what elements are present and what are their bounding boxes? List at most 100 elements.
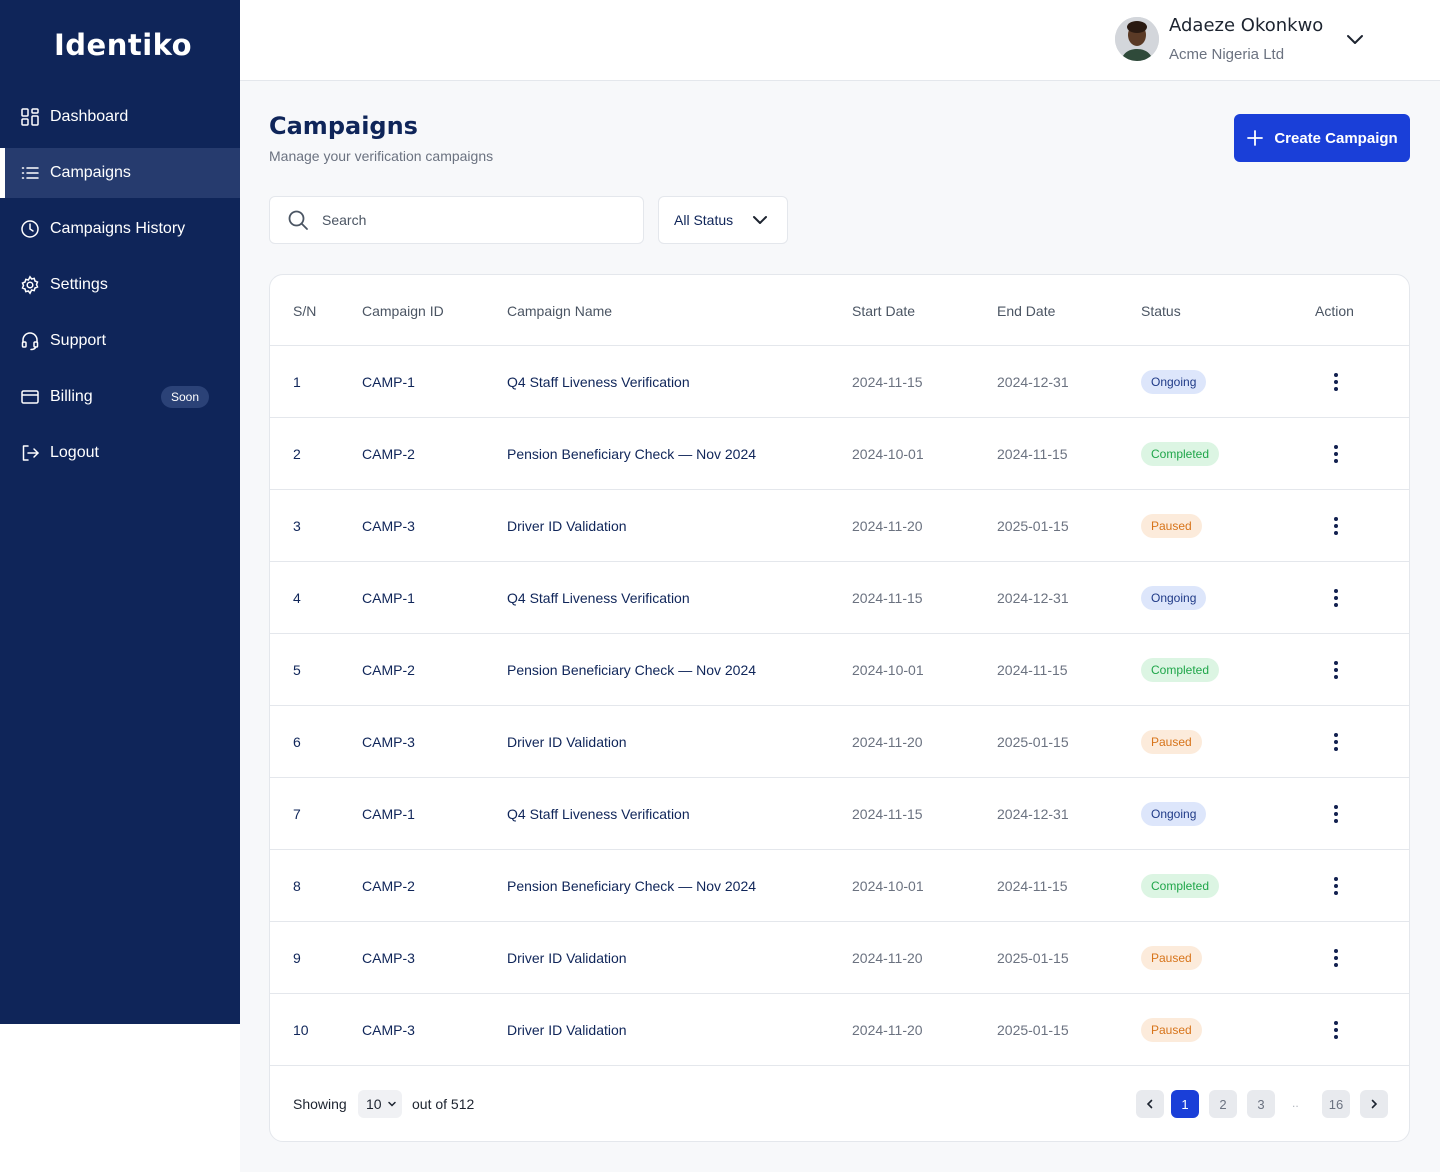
sidebar-item-label: Campaigns [50,164,131,181]
credit-card-icon [20,387,40,407]
status-badge: Ongoing [1141,586,1207,610]
headset-icon [20,331,40,351]
page-subtitle: Manage your verification campaigns [269,148,494,164]
row-campaign-name: Driver ID Validation [507,950,627,966]
sidebar-nav: Dashboard Campaigns Campaigns History Se… [0,92,240,484]
row-campaign-id: CAMP-3 [362,734,415,750]
row-end-date: 2024-11-15 [997,662,1068,678]
sidebar-item-label: Logout [50,444,99,461]
search-input[interactable] [322,212,622,228]
table-header: S/N Campaign ID Campaign Name Start Date… [270,275,1409,346]
total-label: out of 512 [412,1096,475,1112]
row-end-date: 2024-12-31 [997,374,1069,390]
user-org: Acme Nigeria Ltd [1169,46,1285,63]
status-badge: Paused [1141,730,1202,754]
status-badge: Paused [1141,1018,1202,1042]
row-campaign-id: CAMP-3 [362,950,415,966]
row-sn: 10 [293,1022,309,1038]
chevron-down-icon [387,1101,396,1107]
sidebar-item-billing[interactable]: Billing Soon [0,372,240,422]
top-bar: Adaeze Okonkwo Acme Nigeria Ltd [240,0,1440,81]
status-badge: Completed [1141,658,1220,682]
row-end-date: 2024-11-15 [997,446,1068,462]
page-size-select[interactable]: 10 [358,1090,402,1118]
chevron-down-icon[interactable] [1343,28,1367,52]
status-filter-select[interactable]: All Status [658,196,788,244]
table-row[interactable]: 1 CAMP-1 Q4 Staff Liveness Verification 202… [270,346,1409,418]
clock-icon [20,219,40,239]
row-campaign-name: Driver ID Validation [507,1022,627,1038]
dashboard-icon [20,107,40,127]
more-vertical-icon[interactable] [1326,730,1346,754]
more-vertical-icon[interactable] [1326,1018,1346,1042]
status-badge: Completed [1141,874,1220,898]
row-end-date: 2024-12-31 [997,590,1069,606]
more-vertical-icon[interactable] [1326,514,1346,538]
column-header: End Date [997,303,1056,319]
sidebar-item-support[interactable]: Support [0,316,240,366]
row-end-date: 2024-11-15 [997,878,1068,894]
prev-page-button[interactable] [1136,1090,1164,1118]
user-name: Adaeze Okonkwo [1169,15,1324,36]
row-campaign-name: Pension Beneficiary Check — Nov 2024 [507,878,757,894]
page-button-1[interactable]: 1 [1171,1090,1199,1118]
status-badge: Completed [1141,442,1220,466]
row-start-date: 2024-10-01 [852,446,924,462]
page-button-16[interactable]: 16 [1322,1090,1350,1118]
column-header: Start Date [852,303,916,319]
row-start-date: 2024-11-15 [852,806,923,822]
row-end-date: 2024-12-31 [997,806,1069,822]
sidebar-item-dashboard[interactable]: Dashboard [0,92,240,142]
more-vertical-icon[interactable] [1326,586,1346,610]
row-campaign-name: Driver ID Validation [507,734,627,750]
sidebar-item-campaigns[interactable]: Campaigns [0,148,240,198]
table-row[interactable]: 5 CAMP-2 Pension Beneficiary Check — Nov 2… [270,634,1409,706]
page-button-3[interactable]: 3 [1247,1090,1275,1118]
table-row[interactable]: 4 CAMP-1 Q4 Staff Liveness Verification 202… [270,562,1409,634]
page-size-value: 10 [366,1096,382,1112]
table-row[interactable]: 2 CAMP-2 Pension Beneficiary Check — Nov 2… [270,418,1409,490]
next-page-button[interactable] [1360,1090,1388,1118]
sidebar-footer-space [0,1024,240,1172]
row-start-date: 2024-10-01 [852,662,924,678]
table-row[interactable]: 9 CAMP-3 Driver ID Validation 2024-11-20 202… [270,922,1409,994]
sidebar-item-logout[interactable]: Logout [0,428,240,478]
more-vertical-icon[interactable] [1326,946,1346,970]
more-vertical-icon[interactable] [1326,802,1346,826]
sidebar-item-campaigns-history[interactable]: Campaigns History [0,204,240,254]
row-campaign-name: Pension Beneficiary Check — Nov 2024 [507,662,757,678]
pagination-ellipsis: .. [1292,1096,1299,1110]
table-row[interactable]: 8 CAMP-2 Pension Beneficiary Check — Nov 2… [270,850,1409,922]
row-sn: 2 [293,446,301,462]
row-campaign-id: CAMP-3 [362,1022,415,1038]
status-badge: Paused [1141,514,1202,538]
table-row[interactable]: 7 CAMP-1 Q4 Staff Liveness Verification 202… [270,778,1409,850]
chevron-right-icon [1371,1099,1378,1109]
create-campaign-button[interactable]: Create Campaign [1234,114,1410,162]
more-vertical-icon[interactable] [1326,442,1346,466]
avatar[interactable] [1115,17,1159,61]
more-vertical-icon[interactable] [1326,658,1346,682]
soon-badge: Soon [161,386,210,408]
row-campaign-id: CAMP-2 [362,446,415,462]
sidebar: Identiko Dashboard Campaigns Campaigns H… [0,0,240,1024]
sidebar-item-settings[interactable]: Settings [0,260,240,310]
sidebar-item-label: Settings [50,276,108,293]
showing-label: Showing [293,1096,347,1112]
logout-icon [20,443,40,463]
more-vertical-icon[interactable] [1326,874,1346,898]
row-campaign-id: CAMP-3 [362,518,415,534]
table-row[interactable]: 3 CAMP-3 Driver ID Validation 2024-11-20 202… [270,490,1409,562]
chevron-down-icon [753,216,767,224]
table-row[interactable]: 10 CAMP-3 Driver ID Validation 2024-11-20 20… [270,994,1409,1066]
row-sn: 7 [293,806,301,822]
page-button-2[interactable]: 2 [1209,1090,1237,1118]
row-sn: 8 [293,878,301,894]
row-campaign-name: Pension Beneficiary Check — Nov 2024 [507,446,757,462]
row-start-date: 2024-11-20 [852,518,923,534]
column-header: Status [1141,303,1181,319]
table-row[interactable]: 6 CAMP-3 Driver ID Validation 2024-11-20 202… [270,706,1409,778]
column-header: Campaign Name [507,303,613,319]
more-vertical-icon[interactable] [1326,370,1346,394]
column-header: S/N [293,303,317,319]
